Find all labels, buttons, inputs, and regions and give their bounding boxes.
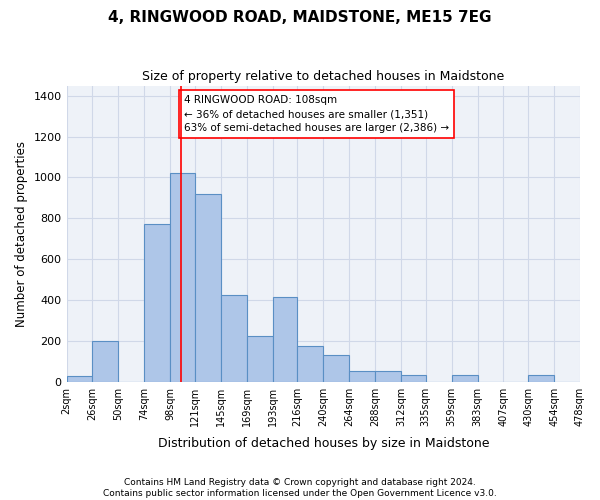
Bar xyxy=(323,355,349,382)
Bar xyxy=(67,376,92,382)
Bar xyxy=(221,295,247,382)
Bar xyxy=(349,370,375,382)
Bar xyxy=(452,374,478,382)
Text: 4 RINGWOOD ROAD: 108sqm
← 36% of detached houses are smaller (1,351)
63% of semi: 4 RINGWOOD ROAD: 108sqm ← 36% of detache… xyxy=(184,95,449,133)
Bar xyxy=(247,336,272,382)
Bar xyxy=(528,374,554,382)
Bar xyxy=(170,174,195,382)
Bar xyxy=(144,224,170,382)
Bar xyxy=(195,194,221,382)
Y-axis label: Number of detached properties: Number of detached properties xyxy=(15,140,28,326)
Bar xyxy=(401,374,426,382)
Bar xyxy=(272,297,298,382)
Bar xyxy=(92,341,118,382)
Text: Contains HM Land Registry data © Crown copyright and database right 2024.
Contai: Contains HM Land Registry data © Crown c… xyxy=(103,478,497,498)
Bar xyxy=(375,370,401,382)
Bar xyxy=(298,346,323,382)
X-axis label: Distribution of detached houses by size in Maidstone: Distribution of detached houses by size … xyxy=(158,437,489,450)
Text: 4, RINGWOOD ROAD, MAIDSTONE, ME15 7EG: 4, RINGWOOD ROAD, MAIDSTONE, ME15 7EG xyxy=(108,10,492,25)
Title: Size of property relative to detached houses in Maidstone: Size of property relative to detached ho… xyxy=(142,70,505,83)
